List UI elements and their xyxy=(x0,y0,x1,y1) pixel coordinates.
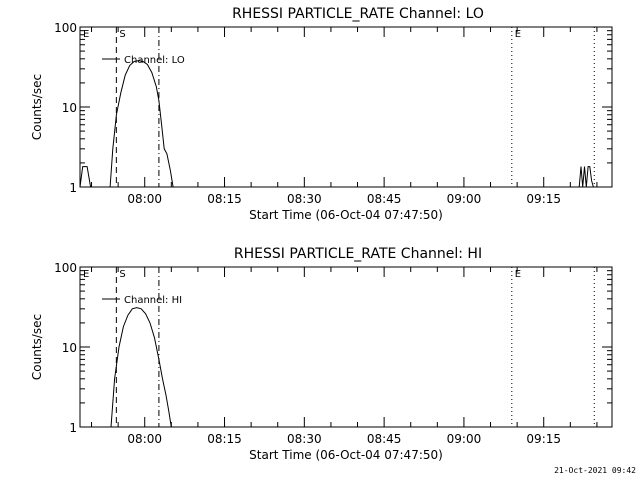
y-axis-label: Counts/sec xyxy=(30,74,44,140)
y-tick-label: 1 xyxy=(69,421,77,435)
x-tick-label: 09:00 xyxy=(447,432,482,446)
x-axis-label: Start Time (06-Oct-04 07:47:50) xyxy=(249,208,443,222)
event-marker-label: S xyxy=(119,269,125,280)
series-line xyxy=(578,166,594,188)
series-line xyxy=(109,60,174,188)
y-tick-label: 10 xyxy=(62,341,77,355)
plot-frame xyxy=(79,266,613,428)
x-tick-label: 08:00 xyxy=(127,192,162,206)
event-marker-label: E xyxy=(83,269,89,280)
event-marker-label: E xyxy=(515,29,521,40)
y-tick-label: 100 xyxy=(54,21,77,35)
footer-timestamp: 21-Oct-2021 09:42 xyxy=(554,466,636,475)
y-tick-label: 100 xyxy=(54,261,77,275)
chart-title: RHESSI PARTICLE_RATE Channel: HI xyxy=(234,246,482,262)
x-tick-label: 08:15 xyxy=(207,192,242,206)
x-tick-label: 09:00 xyxy=(447,192,482,206)
chart-title: RHESSI PARTICLE_RATE Channel: LO xyxy=(232,6,484,22)
event-marker-label: E xyxy=(515,269,521,280)
series-line xyxy=(110,307,172,428)
x-tick-label: 08:30 xyxy=(287,432,322,446)
x-axis-label: Start Time (06-Oct-04 07:47:50) xyxy=(249,448,443,462)
x-tick-label: 09:15 xyxy=(526,192,561,206)
event-marker-label: S xyxy=(119,29,125,40)
x-tick-label: 08:45 xyxy=(367,192,402,206)
y-tick-label: 1 xyxy=(69,181,77,195)
x-tick-label: 08:15 xyxy=(207,432,242,446)
y-axis-label: Counts/sec xyxy=(30,314,44,380)
x-tick-label: 08:30 xyxy=(287,192,322,206)
legend-label: Channel: HI xyxy=(124,295,182,306)
x-tick-label: 09:15 xyxy=(526,432,561,446)
series-line xyxy=(79,166,92,188)
x-tick-label: 08:00 xyxy=(127,432,162,446)
legend-label: Channel: LO xyxy=(124,55,185,66)
x-tick-label: 08:45 xyxy=(367,432,402,446)
event-marker-label: E xyxy=(83,29,89,40)
y-tick-label: 10 xyxy=(62,101,77,115)
